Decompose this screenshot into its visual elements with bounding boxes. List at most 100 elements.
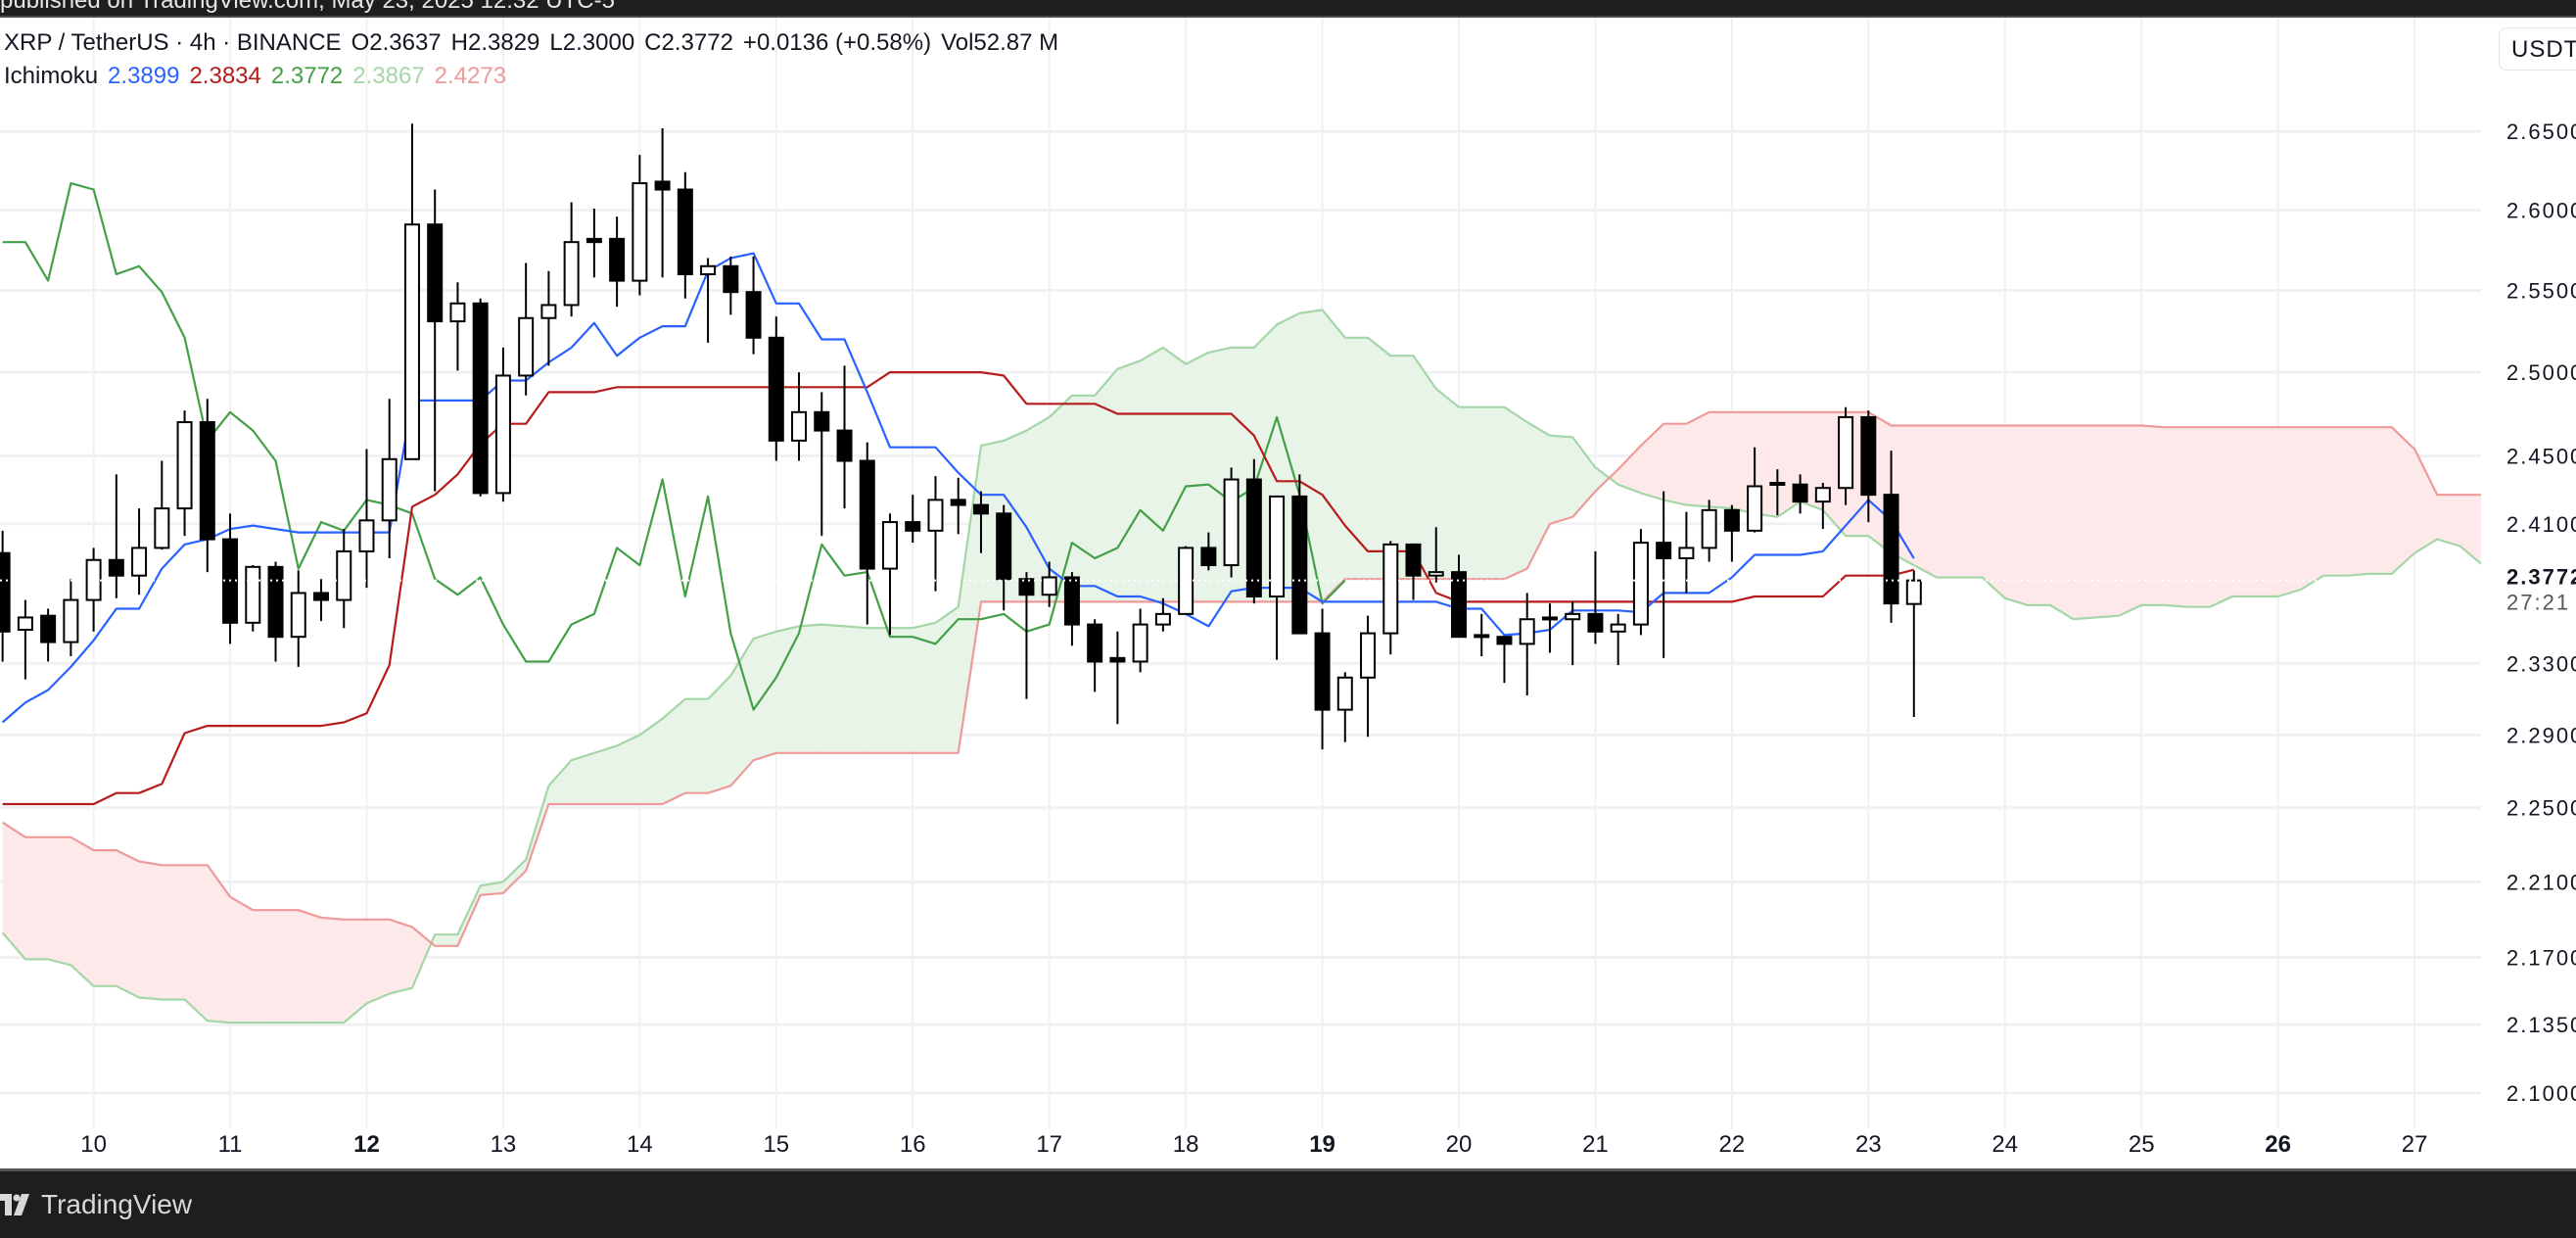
candle-bearish [472, 298, 489, 497]
candles [0, 123, 1922, 750]
candle-bullish [1336, 672, 1353, 742]
cloud-segment [230, 896, 254, 1024]
candle-body [972, 503, 989, 515]
cloud-segment [662, 698, 685, 804]
candle-bearish [1769, 469, 1786, 516]
tradingview-logo[interactable]: TradingView [0, 1189, 192, 1220]
candle-bullish [381, 399, 398, 558]
high-value: H2.3829 [450, 29, 540, 56]
currency-button[interactable]: USDT [2499, 27, 2576, 71]
footer: TradingView [0, 1168, 2576, 1238]
cloud-segment [571, 752, 594, 804]
leading-span-b-line [2, 410, 2481, 947]
cloud-segment [2368, 427, 2392, 574]
candle-body [1269, 495, 1286, 598]
cloud-segment [2391, 427, 2415, 574]
candle-bearish [1087, 619, 1103, 692]
symbol-title[interactable]: XRP / TetherUS · 4h · BINANCE [4, 29, 342, 56]
lagging-span-line [2, 182, 1346, 711]
cloud-segment [1709, 411, 1732, 509]
candle-bearish [609, 216, 626, 308]
publish-banner: published on TradingView.com, May 23, 20… [0, 0, 2576, 16]
time-tick-label: 20 [1446, 1131, 1473, 1158]
cloud-segment [2141, 425, 2165, 605]
price-tick-label: 2.2500 [2506, 796, 2576, 821]
candle-bullish [131, 508, 148, 595]
cloud-segment [844, 626, 867, 753]
cloud-segment [2346, 427, 2369, 576]
candle-body [176, 421, 193, 510]
candle-body [336, 549, 352, 601]
candle-body [654, 180, 671, 191]
candle-bearish [836, 365, 853, 509]
price-axis[interactable]: 2.6500 2.6000 2.5500 2.5000 2.4500 2.4100 2.33… [2506, 119, 2576, 1106]
cloud-segment [1459, 406, 1482, 580]
cloud-segment [1322, 310, 1345, 602]
span-a-value: 2.3867 [352, 63, 425, 89]
time-tick-label: 11 [218, 1131, 243, 1158]
candle-bullish [1154, 597, 1171, 632]
cloud-segment [2277, 427, 2301, 597]
plot-area [0, 123, 2481, 1024]
candle-body [1496, 636, 1513, 645]
candle-bearish [267, 561, 284, 662]
candle-bearish [108, 474, 124, 598]
price-tick-label: 2.5000 [2506, 360, 2576, 385]
candle-body [1018, 578, 1035, 596]
time-tick-label: 17 [1036, 1131, 1062, 1158]
candle-body [1769, 481, 1786, 486]
cloud-segment [1435, 389, 1459, 580]
cloud-segment [162, 865, 185, 1000]
time-axis[interactable]: 10 11 12 13 14 15 16 17 18 19 20 21 22 23 24 25 26 27 [80, 1131, 2427, 1158]
cloud-segment [1913, 425, 1938, 578]
time-tick-label: 25 [2129, 1131, 2155, 1158]
close-value: C2.3772 [644, 29, 733, 56]
candle-bearish [723, 256, 739, 315]
symbol-legend: XRP / TetherUS · 4h · BINANCE O2.3637 H2.3… [4, 29, 1068, 57]
candle-bullish [1428, 527, 1444, 583]
cloud-segment [1982, 425, 2005, 598]
price-tick-label: 2.1700 [2506, 945, 2576, 970]
cloud-segment [548, 760, 572, 804]
time-tick-label: 13 [491, 1131, 517, 1158]
candle-bearish [1405, 543, 1422, 600]
candle-bullish [403, 123, 420, 460]
cloud-segment [1526, 422, 1550, 569]
price-tick-label: 2.2100 [2506, 870, 2576, 894]
time-tick-label: 22 [1719, 1131, 1746, 1158]
cloud-segment [593, 745, 618, 804]
cloud-segment [935, 606, 959, 753]
candle-body [768, 336, 784, 442]
candle-body [403, 223, 420, 460]
bar-countdown-label: 27:21 [2506, 591, 2570, 615]
candle-bullish [1382, 541, 1399, 655]
candle-body [1245, 478, 1262, 598]
candle-body [63, 598, 79, 643]
indicator-name[interactable]: Ichimoku [4, 63, 99, 89]
candle-body [1883, 494, 1899, 605]
cloud-segment [1640, 423, 1664, 500]
candle-bullish [245, 565, 261, 632]
candle-body [836, 429, 853, 462]
cloud-segment [1595, 467, 1610, 492]
candle-bearish [1291, 474, 1308, 635]
candle-bearish [745, 256, 762, 355]
change-value: +0.0136 (+0.58%) [742, 29, 932, 56]
tradingview-brand: TradingView [41, 1189, 193, 1219]
candle-body [700, 264, 717, 276]
cloud-segment [1549, 435, 1573, 524]
candle-body [1632, 542, 1649, 626]
banner-divider [0, 16, 2576, 18]
candle-body [745, 291, 762, 339]
cloud-segment [1117, 360, 1141, 602]
candle-body [1678, 547, 1695, 559]
candle-bearish [585, 208, 602, 278]
candle-bearish [313, 579, 329, 622]
cloud-segment [1937, 425, 1960, 578]
time-tick-label: 10 [80, 1131, 107, 1158]
cloud-segment [411, 927, 432, 988]
candle-body [1792, 483, 1808, 503]
time-tick-label: 19 [1309, 1131, 1335, 1158]
time-tick-label: 26 [2265, 1131, 2291, 1158]
